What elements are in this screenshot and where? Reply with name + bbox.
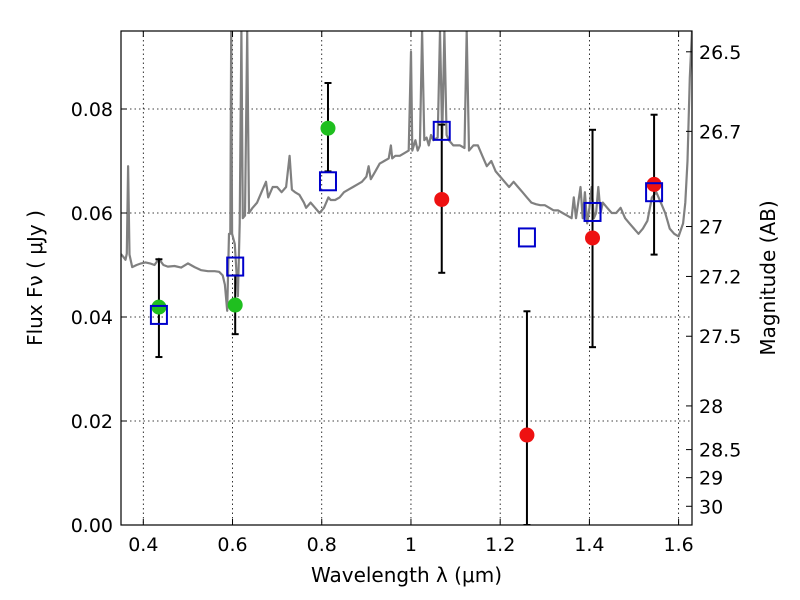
right-tick-label: 28.5 [699, 440, 741, 462]
x-tick-label: 1.2 [485, 534, 515, 556]
x-tick-label: 1.4 [574, 534, 604, 556]
right-tick-label: 30 [699, 496, 723, 518]
model-point-box [226, 256, 245, 277]
right-tick-labels: 26.5 26.7 27 27.2 27.5 28 28.5 29 30 [699, 42, 741, 518]
plot-frame [120, 30, 693, 526]
observed-point [434, 191, 450, 207]
right-tick-label: 29 [699, 468, 723, 490]
y-tick-label: 0.08 [71, 99, 113, 121]
observed-point [320, 120, 336, 136]
right-tick-label: 28 [699, 396, 723, 418]
x-tick-label: 1.6 [664, 534, 694, 556]
y-tick-label: 0.00 [71, 515, 113, 537]
model-point-box [517, 227, 536, 248]
x-tick-label: 0.4 [128, 534, 158, 556]
grid [121, 31, 692, 526]
model-point-box [318, 171, 337, 192]
y-tick-labels: 0.00 0.02 0.04 0.06 0.08 [71, 99, 113, 537]
x-axis-label: Wavelength λ (μm) [311, 563, 502, 587]
observed-point [151, 299, 167, 315]
model-point-box [645, 182, 664, 203]
right-tick-label: 26.7 [699, 121, 741, 143]
observed-point [585, 230, 601, 246]
model-points [149, 120, 664, 325]
x-tick-labels: 0.4 0.6 0.8 1 1.2 1.4 1.6 [128, 534, 694, 556]
right-tick-label: 26.5 [699, 42, 741, 64]
x-tick-label: 0.6 [217, 534, 247, 556]
y-axis-label: Flux Fν ( μJy ) [23, 210, 47, 346]
model-point-box [149, 304, 168, 325]
right-axis-label: Magnitude (AB) [756, 200, 780, 355]
observed-point [519, 427, 535, 443]
x-tick-label: 1 [405, 534, 417, 556]
observed-point [646, 176, 662, 192]
model-point-box [432, 120, 451, 141]
y-tick-label: 0.04 [71, 307, 113, 329]
model-spectrum [121, 31, 692, 312]
right-tick-label: 27.2 [699, 266, 741, 288]
observed-point [227, 297, 243, 313]
axis-ticks [121, 31, 692, 526]
right-tick-label: 27.5 [699, 326, 741, 348]
model-spectrum-line [121, 31, 692, 312]
right-tick-label: 27 [699, 217, 723, 239]
observed-points [151, 120, 662, 443]
y-tick-label: 0.06 [71, 203, 113, 225]
model-point-box [583, 201, 602, 222]
x-tick-label: 0.8 [307, 534, 337, 556]
y-tick-label: 0.02 [71, 411, 113, 433]
